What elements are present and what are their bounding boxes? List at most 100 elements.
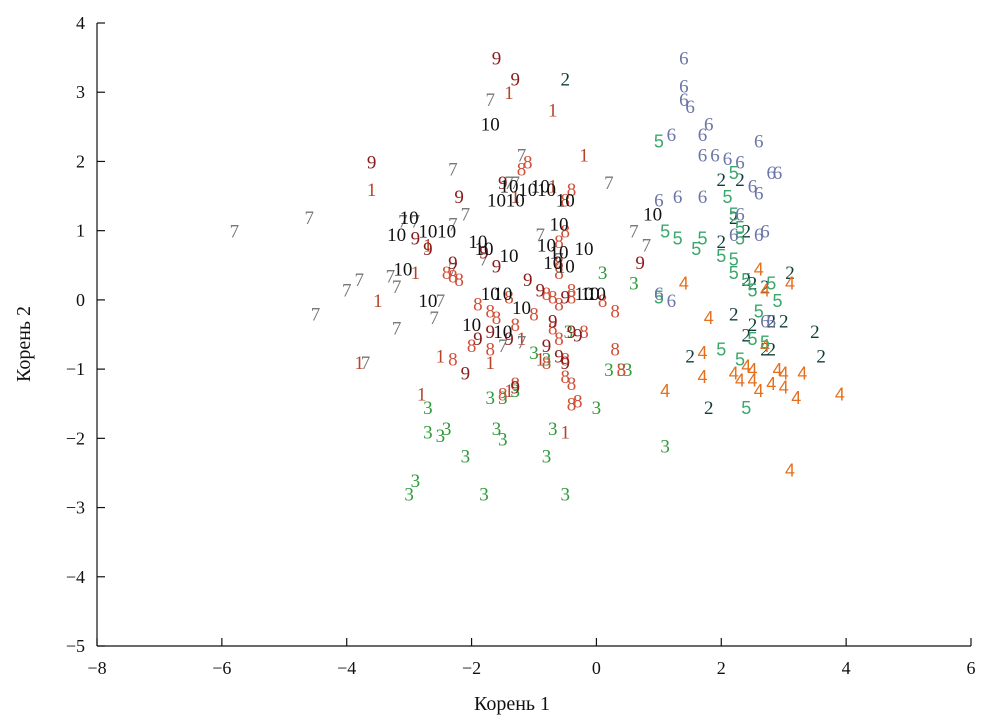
point-label-7: 7 <box>305 208 315 229</box>
point-label-8: 8 <box>554 294 564 315</box>
point-label-2: 2 <box>766 312 776 333</box>
point-label-8: 8 <box>548 319 558 340</box>
point-label-1: 1 <box>560 422 570 443</box>
point-label-4: 4 <box>741 357 751 377</box>
point-label-6: 6 <box>754 132 764 153</box>
point-label-8: 8 <box>554 253 564 274</box>
point-label-4: 4 <box>704 308 714 328</box>
point-label-8: 8 <box>560 191 570 212</box>
point-label-3: 3 <box>423 422 433 443</box>
point-label-2: 2 <box>748 315 758 336</box>
point-label-3: 3 <box>617 360 627 381</box>
point-label-8: 8 <box>486 301 496 322</box>
point-label-5: 5 <box>735 218 745 238</box>
point-label-2: 2 <box>748 274 758 295</box>
point-label-1: 1 <box>517 329 527 350</box>
point-label-1: 1 <box>535 350 545 371</box>
point-label-5: 5 <box>654 132 664 152</box>
point-label-7: 7 <box>354 270 364 291</box>
point-label-3: 3 <box>423 398 433 419</box>
point-label-7: 7 <box>342 281 352 302</box>
point-label-7: 7 <box>535 225 545 246</box>
point-label-7: 7 <box>486 90 496 111</box>
point-label-1: 1 <box>373 291 383 312</box>
point-label-4: 4 <box>760 281 770 301</box>
point-label-6: 6 <box>729 225 739 246</box>
point-label-2: 2 <box>717 170 727 191</box>
point-label-8: 8 <box>560 350 570 371</box>
point-label-4: 4 <box>779 364 789 384</box>
x-tick-label: −8 <box>87 658 106 678</box>
point-label-3: 3 <box>404 485 414 506</box>
point-label-7: 7 <box>517 146 527 167</box>
point-label-3: 3 <box>629 274 639 295</box>
point-label-9: 9 <box>492 49 502 70</box>
point-label-3: 3 <box>623 360 633 381</box>
point-label-5: 5 <box>654 287 664 307</box>
point-label-8: 8 <box>567 374 577 395</box>
point-label-5: 5 <box>741 398 751 418</box>
point-label-8: 8 <box>554 232 564 253</box>
point-label-9: 9 <box>573 326 583 347</box>
point-label-10: 10 <box>556 191 575 212</box>
point-label-6: 6 <box>710 146 720 167</box>
point-label-7: 7 <box>511 173 521 194</box>
point-label-3: 3 <box>598 263 608 284</box>
y-tick-label: 0 <box>76 290 85 310</box>
point-label-9: 9 <box>535 281 545 302</box>
point-label-5: 5 <box>691 239 701 259</box>
point-label-8: 8 <box>467 336 477 357</box>
point-label-3: 3 <box>548 419 558 440</box>
point-label-6: 6 <box>723 149 733 170</box>
point-label-8: 8 <box>492 308 502 329</box>
point-label-9: 9 <box>473 329 483 350</box>
point-label-10: 10 <box>493 322 512 343</box>
y-tick-label: 2 <box>76 151 85 171</box>
point-label-9: 9 <box>423 239 433 260</box>
point-label-5: 5 <box>729 163 739 183</box>
point-label-8: 8 <box>511 315 521 336</box>
point-label-1: 1 <box>367 180 377 201</box>
point-label-9: 9 <box>511 69 521 90</box>
point-label-2: 2 <box>766 339 776 360</box>
y-tick-label: −3 <box>66 498 85 518</box>
axes <box>96 23 971 647</box>
point-label-4: 4 <box>797 364 807 384</box>
point-label-7: 7 <box>411 211 421 232</box>
point-label-6: 6 <box>679 90 689 111</box>
point-label-4: 4 <box>698 343 708 363</box>
x-tick-label: 2 <box>717 658 726 678</box>
point-label-7: 7 <box>436 291 446 312</box>
point-label-3: 3 <box>486 388 496 409</box>
point-label-1: 1 <box>548 101 558 122</box>
point-label-10: 10 <box>587 284 606 305</box>
point-label-10: 10 <box>512 298 531 319</box>
point-label-5: 5 <box>673 229 683 249</box>
point-label-10: 10 <box>387 225 406 246</box>
x-tick-label: 4 <box>842 658 851 678</box>
point-label-3: 3 <box>436 426 446 447</box>
point-label-7: 7 <box>642 236 652 257</box>
point-label-3: 3 <box>542 447 552 468</box>
point-label-4: 4 <box>785 274 795 294</box>
point-label-4: 4 <box>747 360 757 380</box>
point-label-2: 2 <box>560 69 570 90</box>
point-label-8: 8 <box>567 281 577 302</box>
point-label-3: 3 <box>560 485 570 506</box>
point-label-6: 6 <box>698 146 708 167</box>
point-label-5: 5 <box>766 274 776 294</box>
point-label-3: 3 <box>660 436 670 457</box>
point-label-6: 6 <box>673 187 683 208</box>
point-label-4: 4 <box>729 364 739 384</box>
point-label-2: 2 <box>760 339 770 360</box>
point-label-7: 7 <box>386 267 396 288</box>
point-label-7: 7 <box>398 211 408 232</box>
point-label-10: 10 <box>574 284 593 305</box>
point-label-3: 3 <box>442 419 452 440</box>
point-label-8: 8 <box>442 263 452 284</box>
